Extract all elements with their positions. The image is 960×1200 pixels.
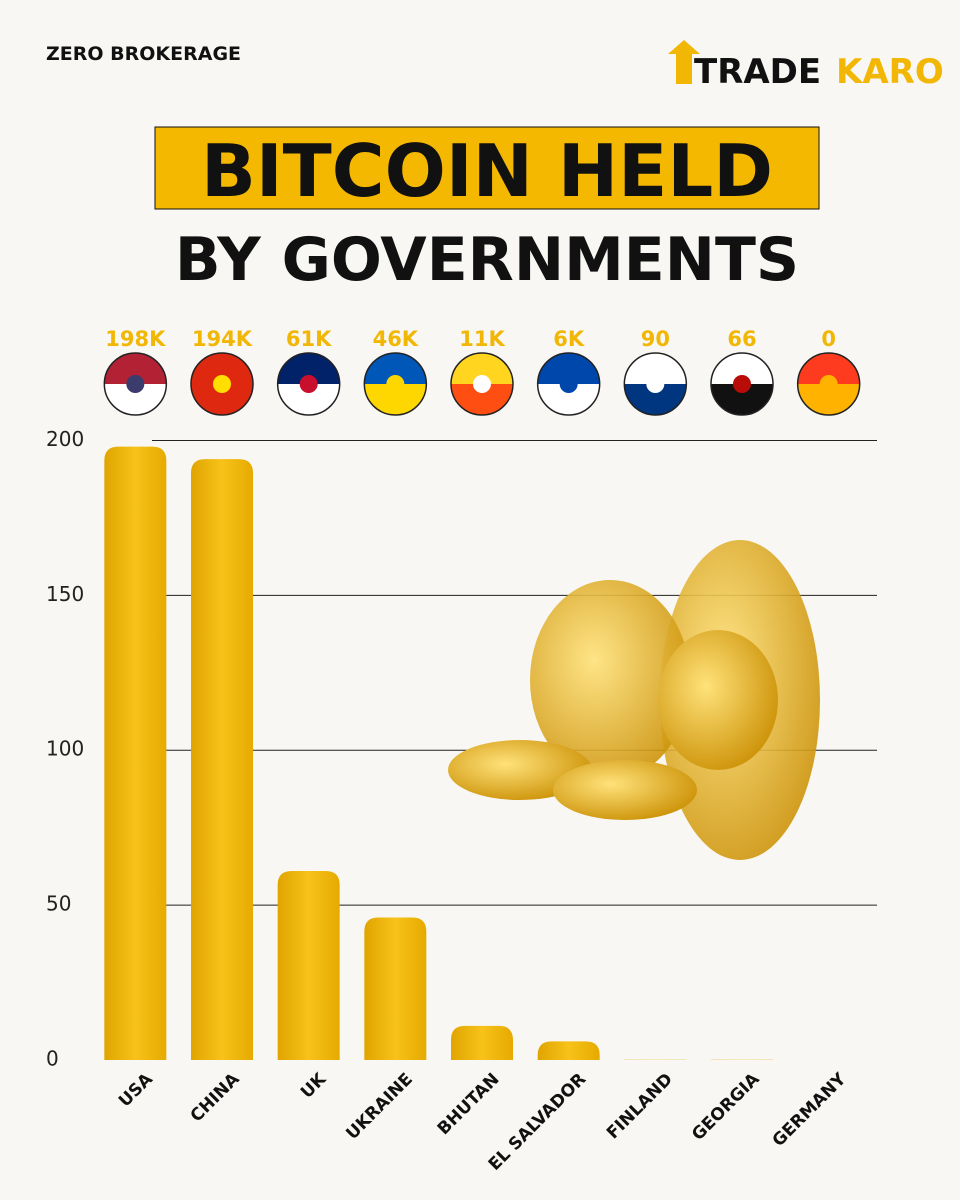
value-label: 6K [553,327,585,351]
y-tick-label: 0 [46,1047,59,1071]
flag-border [103,352,168,416]
value-label: 198K [105,327,166,351]
y-tick-label: 50 [46,892,71,916]
value-label: 0 [821,327,836,351]
y-tick-label: 200 [46,427,84,451]
flag-border [536,352,601,416]
flag-border [623,352,688,416]
flag-emblem [473,375,491,393]
bar [451,1025,513,1060]
value-label: 11K [459,327,505,351]
value-label: 194K [192,327,253,351]
flag-border [710,352,774,416]
bar [104,446,167,1060]
flag-emblem [819,375,838,393]
logo: TRADE KARO [668,40,944,92]
flag-border [363,352,428,416]
flag-emblem [559,375,578,393]
flag-emblem [299,375,318,393]
y-tick-label: 150 [46,582,84,606]
flag-border [276,352,341,416]
y-tick-label: 100 [46,737,84,761]
coin-illustration [448,540,820,860]
flag-border [450,352,514,416]
value-label: 66 [727,327,756,351]
flag-emblem [126,375,145,393]
flag-emblem [213,375,231,393]
tagline: ZERO BROKERAGE [46,43,241,65]
bar [277,871,340,1060]
chart-subtitle: BY GOVERNMENTS [175,225,799,295]
bar [537,1041,600,1060]
flag-emblem [646,375,665,393]
logo-text: TRADE [694,52,821,92]
flag-emblem [386,375,405,393]
flag-emblem [733,375,751,393]
title-box [154,126,820,210]
flag-border [796,352,861,416]
bar [191,459,253,1060]
logo-accent: KARO [836,52,944,92]
value-label: 90 [641,327,670,351]
value-label: 61K [286,327,332,351]
flag-border [190,352,254,416]
logo-icon [668,40,700,84]
value-label: 46K [373,327,419,351]
bar [364,917,427,1060]
chart-title: BITCOIN HELD [201,129,773,213]
